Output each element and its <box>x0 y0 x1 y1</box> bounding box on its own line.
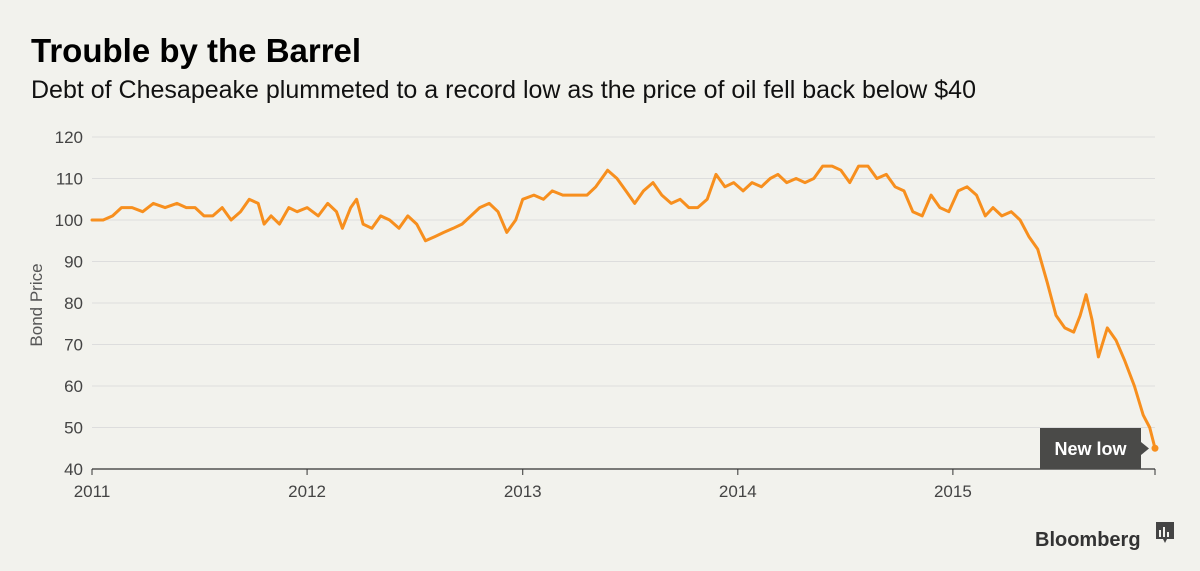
y-tick-label-80: 80 <box>64 294 83 313</box>
y-axis-ticks: 40 50 60 70 80 90 100 110 120 <box>55 128 83 479</box>
callout-label: New low <box>1054 439 1127 459</box>
y-axis-title: Bond Price <box>27 263 46 346</box>
x-tick-label-2015: 2015 <box>934 482 972 501</box>
callout-box <box>1040 428 1141 469</box>
callout-pointer <box>1141 442 1149 455</box>
new-low-marker <box>1151 444 1159 452</box>
y-tick-label-90: 90 <box>64 253 83 272</box>
x-tick-label-2011: 2011 <box>74 482 111 501</box>
series-line-0 <box>90 164 1157 450</box>
x-tick-label-2013: 2013 <box>504 482 542 501</box>
y-tick-label-60: 60 <box>64 377 83 396</box>
y-tick-label-40: 40 <box>64 460 83 479</box>
new-low-callout: New low <box>1040 428 1159 469</box>
bloomberg-logo: Bloomberg <box>1035 529 1141 551</box>
x-tick-label-2012: 2012 <box>288 482 326 501</box>
series-layer <box>90 164 1157 450</box>
y-tick-label-100: 100 <box>55 211 83 230</box>
x-axis-ticks: 2011 2012 2013 2014 2015 <box>74 468 1156 501</box>
y-tick-label-110: 110 <box>56 170 83 189</box>
chart-subtitle: Debt of Chesapeake plummeted to a record… <box>31 76 976 104</box>
y-tick-label-120: 120 <box>55 128 83 147</box>
x-tick-label-2014: 2014 <box>719 482 757 501</box>
bloomberg-chart-icon <box>1156 522 1174 543</box>
gridlines <box>92 136 1155 428</box>
y-tick-label-70: 70 <box>64 336 83 355</box>
y-tick-label-50: 50 <box>64 419 83 438</box>
chart-title: Trouble by the Barrel <box>31 32 362 69</box>
